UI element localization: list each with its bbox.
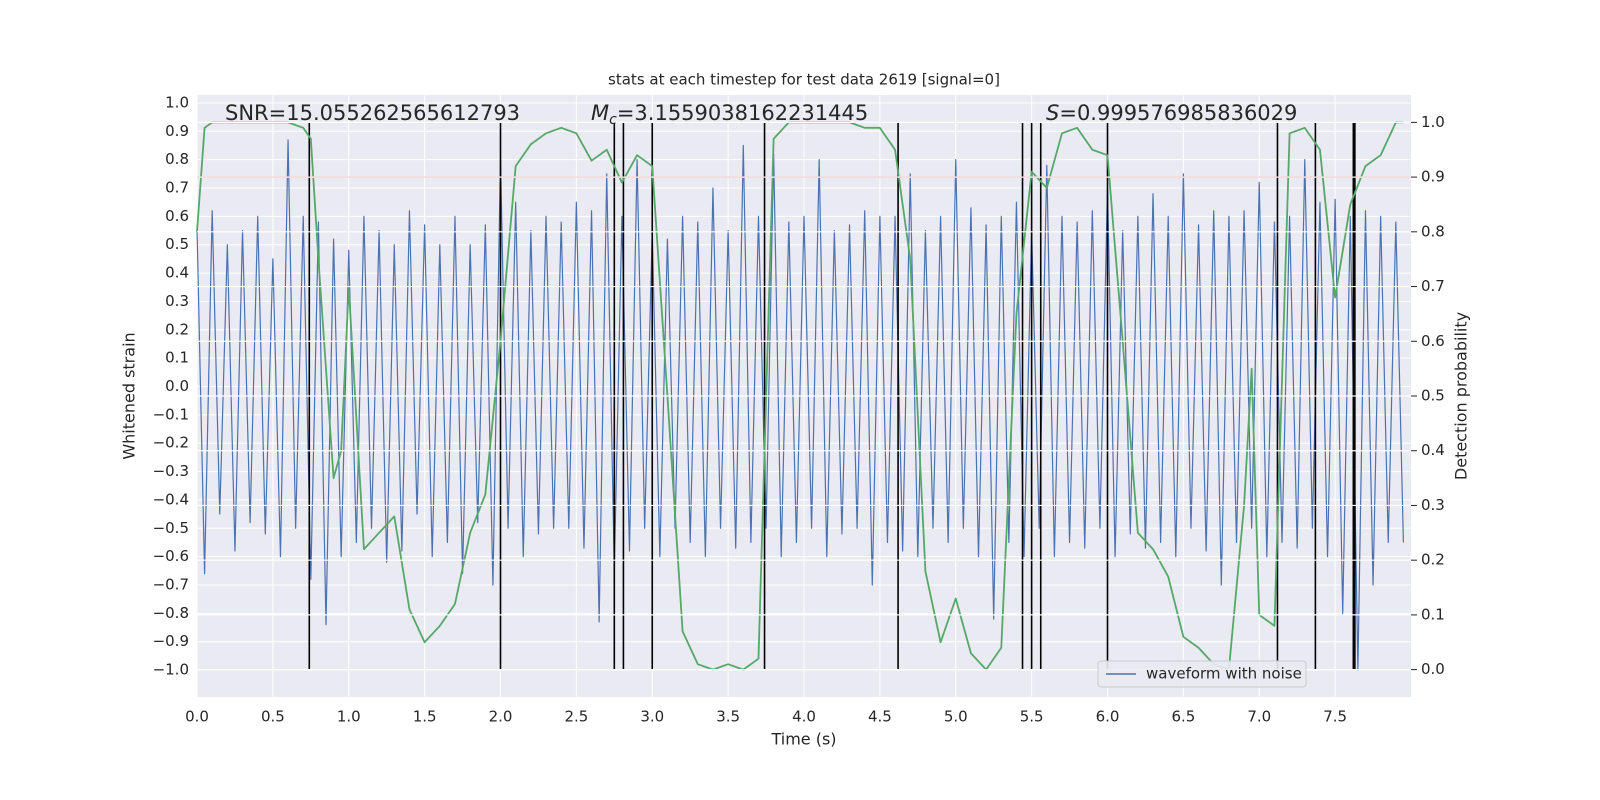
annotation-symbol: S bbox=[1046, 101, 1059, 125]
data-line bbox=[196, 139, 1405, 671]
x-tick-label: 0.5 bbox=[261, 708, 285, 726]
x-tick-label: 1.0 bbox=[337, 708, 361, 726]
y-tick-label: −1.0 bbox=[153, 661, 189, 679]
x-tick-label: 2.5 bbox=[564, 708, 588, 726]
x-tick-label: 5.0 bbox=[944, 708, 968, 726]
x-tick-label: 2.0 bbox=[489, 708, 513, 726]
y2-tick-label: 0.8 bbox=[1421, 222, 1445, 240]
y2-tick-label: 0.0 bbox=[1421, 660, 1445, 678]
annotation: Mc=3.1559038162231445 bbox=[591, 101, 868, 128]
y-tick-label: 0.9 bbox=[165, 122, 189, 140]
y-tick-label: 0.8 bbox=[165, 150, 189, 168]
y-tick-label: −0.9 bbox=[153, 632, 189, 650]
y2-tick-label: 0.4 bbox=[1421, 441, 1445, 459]
y-tick-label: −0.1 bbox=[153, 405, 189, 423]
y-tick-label: −0.7 bbox=[153, 575, 189, 593]
y-tick-label: −0.6 bbox=[153, 547, 189, 565]
x-axis-label: Time (s) bbox=[770, 730, 836, 749]
y-tick-label: 0.5 bbox=[165, 235, 189, 253]
y-tick-label: 0.3 bbox=[165, 292, 189, 310]
y2-tick-label: 0.7 bbox=[1421, 277, 1445, 295]
y2-tick-label: 0.6 bbox=[1421, 332, 1445, 350]
labels: 0.0 0.5 1.0 1.5 2.0 2.5 3.0 3.5 4.0 4.5 5.0 5.5 6.0 6… bbox=[153, 93, 1445, 725]
x-tick-label: 7.5 bbox=[1323, 708, 1347, 726]
y2-tick-label: 0.9 bbox=[1421, 168, 1445, 186]
y2-tick-label: 0.2 bbox=[1421, 551, 1445, 569]
y2-tick-label: 0.3 bbox=[1421, 496, 1445, 514]
chart-title: stats at each timestep for test data 261… bbox=[608, 71, 1000, 89]
legend-label: waveform with noise bbox=[1146, 665, 1302, 683]
y-tick-label: 0.2 bbox=[165, 320, 189, 338]
y-tick-label: 0.6 bbox=[165, 207, 189, 225]
x-tick-label: 7.0 bbox=[1247, 708, 1271, 726]
y2-tick-label: 0.1 bbox=[1421, 605, 1445, 623]
annotation: S=0.999576985836029 bbox=[1046, 101, 1297, 125]
y-tick-label: −0.5 bbox=[153, 519, 189, 537]
y-tick-label: −0.4 bbox=[153, 490, 189, 508]
x-tick-label: 6.5 bbox=[1171, 708, 1195, 726]
y-tick-label: 1.0 bbox=[165, 93, 189, 111]
annotation-text: SNR=15.055262565612793 bbox=[225, 101, 520, 125]
y-tick-label: 0.0 bbox=[165, 377, 189, 395]
x-tick-label: 3.0 bbox=[640, 708, 664, 726]
x-tick-label: 4.5 bbox=[868, 708, 892, 726]
annotation-symbol: M bbox=[591, 101, 609, 125]
y-tick-label: 0.1 bbox=[165, 349, 189, 367]
y-tick-label: −0.8 bbox=[153, 604, 189, 622]
y-tick-label: 0.7 bbox=[165, 179, 189, 197]
legend-box bbox=[1097, 660, 1307, 688]
annotation-subscript: c bbox=[609, 112, 617, 128]
y-tick-label: −0.3 bbox=[153, 462, 189, 480]
y-axis-label: Whitened strain bbox=[120, 332, 139, 459]
x-tick-label: 6.0 bbox=[1096, 708, 1120, 726]
x-tick-label: 3.5 bbox=[716, 708, 740, 726]
y-tick-label: 0.4 bbox=[165, 264, 189, 282]
annotation-text: =0.999576985836029 bbox=[1059, 101, 1297, 125]
annotation-text: =3.1559038162231445 bbox=[617, 101, 868, 125]
x-tick-label: 1.5 bbox=[413, 708, 437, 726]
annotation: SNR=15.055262565612793 bbox=[225, 101, 520, 125]
y2-tick-label: 0.5 bbox=[1421, 387, 1445, 405]
x-tick-label: 0.0 bbox=[185, 708, 209, 726]
y2-tick-label: 1.0 bbox=[1421, 113, 1445, 131]
x-tick-label: 4.0 bbox=[792, 708, 816, 726]
x-tick-label: 5.5 bbox=[1020, 708, 1044, 726]
y-tick-label: −0.2 bbox=[153, 434, 189, 452]
y2-axis-label: Detection probability bbox=[1452, 312, 1471, 480]
